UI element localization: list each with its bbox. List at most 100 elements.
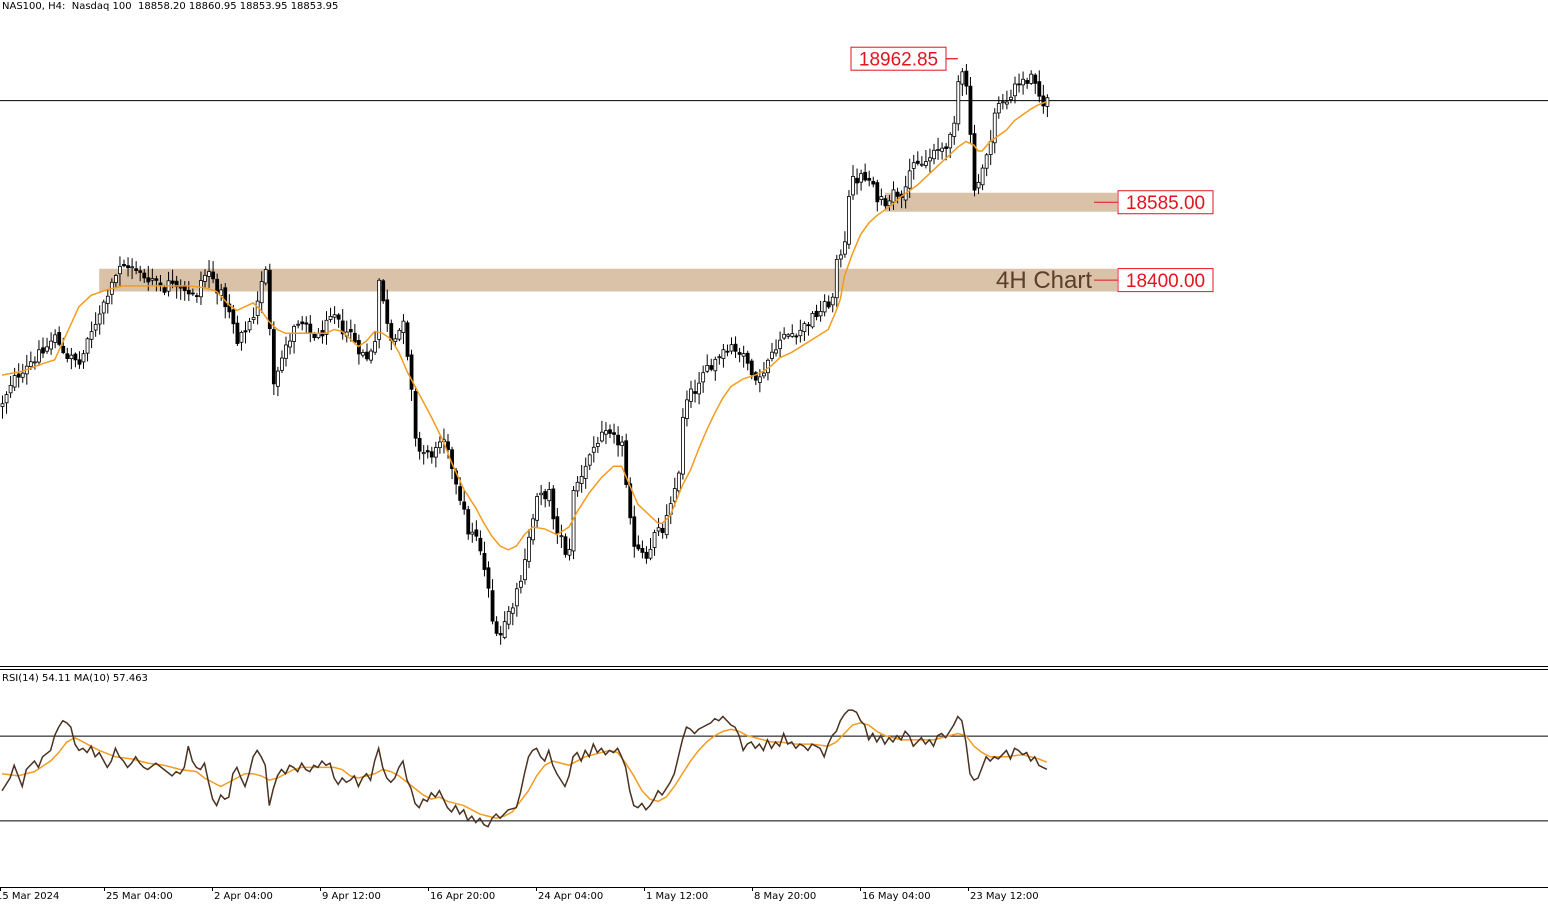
candle-body [919,163,924,166]
candle-body [843,241,847,255]
candle-body [4,394,9,404]
candle [69,347,74,370]
candle [802,321,807,341]
candle [555,508,560,544]
candle-body [757,376,762,383]
candle [393,333,398,348]
candle [656,517,661,536]
candle [320,320,325,344]
candle-body [531,518,535,541]
header-ohlc: 18858.20 18860.95 18853.95 18853.95 [138,1,339,12]
candle-body [741,353,746,357]
candle [344,320,349,343]
candle-body [636,544,641,550]
zone-label-2-box [1117,268,1214,293]
candle [620,435,625,457]
candle-body [296,323,301,326]
candle [267,263,272,336]
candle-body [1025,80,1030,84]
candle [105,289,110,314]
candle-body [478,537,483,552]
candle [41,337,45,358]
candle-body [134,268,139,271]
candle-body [263,269,268,284]
candle-body [332,314,337,318]
candle-body [239,332,244,343]
candle-body [863,171,868,181]
rsi-ma-line [1,722,1048,820]
candle-body [101,301,106,314]
candle-body [838,254,843,260]
candle [705,354,710,373]
candle-body [45,346,49,352]
candle-body [749,360,754,376]
candle [855,168,859,195]
candle-body [361,352,365,356]
x-tick-label: 15 Mar 2024 [0,891,60,902]
candle [907,158,912,199]
price-labels: 18962.85 18585.00 18400.00 [850,46,1214,293]
candle [741,345,746,368]
candle [365,343,369,362]
candle [616,426,620,457]
candle [689,380,693,408]
candle-body [879,196,884,200]
candle-body [883,198,888,207]
candle [1025,77,1030,89]
candle [126,257,130,277]
x-tick-label: 25 Mar 04:00 [106,891,173,902]
candle [348,319,353,342]
candle-body [1033,74,1038,84]
candle-body [275,370,280,387]
candle [851,165,855,200]
candle [1033,73,1038,94]
candle-body [733,343,738,352]
candle [648,537,653,561]
candle-body [1037,81,1042,97]
candle [988,130,993,166]
candle [401,314,406,345]
candle [1029,70,1034,85]
candle-body [1041,95,1046,107]
candle-body [802,323,807,333]
candle [510,602,515,626]
candle-body [956,81,961,125]
candle [571,485,576,560]
candle-body [887,200,892,207]
candle [770,342,774,362]
candle-body [490,590,495,622]
zone-label-1-box [1117,190,1214,215]
candle-body [762,372,766,377]
candle [154,275,159,292]
support-zone-1 [884,192,1117,212]
candle-body [53,334,58,343]
candle-body [93,323,98,331]
candle [65,347,70,363]
candle-body [502,621,507,638]
candle-body [393,338,398,342]
candle [697,371,701,405]
candle-body [377,279,382,340]
candle [976,174,981,195]
candle-body [871,181,876,185]
candle-body [142,272,147,279]
candle [77,351,82,369]
candle-body [924,161,928,166]
candle [879,188,884,206]
candle-body [559,535,564,538]
candle-body [855,177,859,184]
candle-body [61,345,66,353]
candle [575,476,580,497]
candle-body [984,154,989,169]
candle-body [632,516,637,547]
candle-body [247,321,252,331]
candle-body [81,353,86,363]
candle [292,324,297,354]
candle-body [1000,101,1005,104]
candle-body [640,548,645,553]
candle [243,321,248,344]
zone-label-1: 18585.00 [1117,190,1214,215]
candle [709,358,714,372]
candle-body [369,350,373,361]
candle-body [138,270,143,273]
